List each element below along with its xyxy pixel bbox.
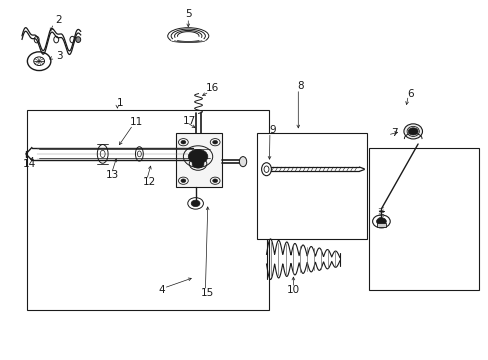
Circle shape: [181, 179, 185, 183]
Ellipse shape: [239, 157, 246, 167]
Ellipse shape: [76, 37, 81, 42]
Text: 6: 6: [407, 89, 413, 99]
Text: 12: 12: [142, 177, 156, 187]
Circle shape: [407, 128, 417, 135]
Text: 11: 11: [129, 117, 142, 127]
Bar: [176, 133, 222, 187]
Text: 4: 4: [158, 285, 164, 295]
Text: 17: 17: [183, 116, 196, 126]
Circle shape: [181, 140, 185, 144]
Circle shape: [212, 179, 217, 183]
Circle shape: [212, 140, 217, 144]
Text: 9: 9: [269, 125, 276, 135]
Bar: [368, 148, 478, 290]
Circle shape: [376, 218, 386, 225]
Text: 13: 13: [105, 170, 119, 180]
Bar: [27, 110, 268, 310]
Text: 14: 14: [22, 159, 36, 169]
Text: 8: 8: [297, 81, 304, 91]
Bar: [256, 133, 366, 239]
Bar: [376, 223, 386, 227]
Circle shape: [191, 200, 200, 207]
Text: 3: 3: [56, 51, 63, 61]
Text: 10: 10: [286, 285, 299, 295]
Text: 16: 16: [205, 83, 219, 93]
Text: 1: 1: [116, 98, 123, 108]
Ellipse shape: [403, 124, 422, 139]
Text: 5: 5: [184, 9, 191, 19]
Text: 15: 15: [201, 288, 214, 298]
Circle shape: [188, 149, 207, 164]
Circle shape: [192, 159, 203, 168]
Text: 2: 2: [55, 15, 62, 25]
Text: 7: 7: [390, 128, 397, 138]
